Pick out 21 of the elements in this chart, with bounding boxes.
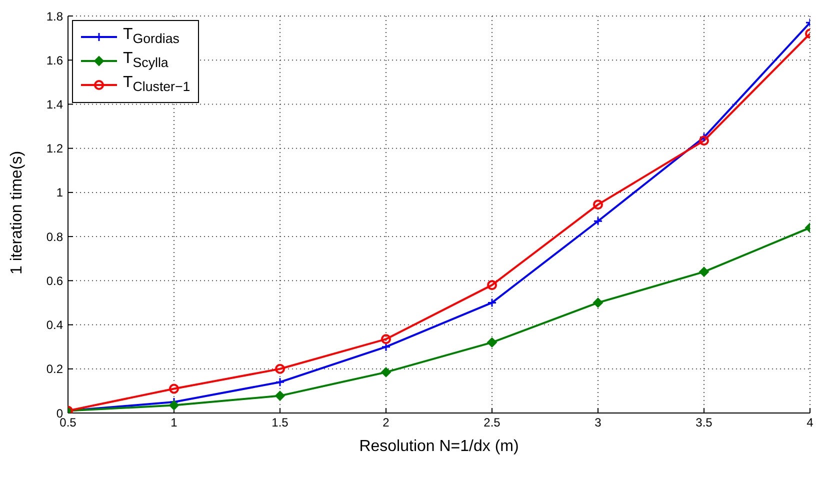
x-tick-label: 3.5 [696,416,713,430]
y-tick-label: 0.8 [46,230,64,244]
x-tick-label: 3 [594,416,602,430]
y-tick-label: 0.6 [46,274,64,288]
y-tick-label: 1.6 [46,53,64,68]
y-tick-label: 1 [56,186,64,200]
y-tick-label: 1.4 [46,97,64,112]
x-tick-label: 1 [170,416,178,430]
y-tick-label: 1.2 [46,142,64,156]
x-tick-label: 2.5 [484,416,501,430]
y-tick-label: 0.4 [46,318,64,332]
y-axis-title: 1 iteration time(s) [8,150,26,274]
y-tick-label: 1.8 [46,9,64,24]
x-tick-label: 1.5 [272,416,289,430]
legend-label: T$_{Cluster−1}$ [123,73,190,97]
x-axis-title: Resolution N=1/dx (m) [359,438,519,455]
y-tick-label: 0.2 [46,362,64,376]
x-tick-label: 2 [382,416,390,430]
legend-label: T$_{Scylla}$ [123,49,168,72]
legend-label: T$_{Gordias}$ [123,25,180,48]
x-tick-label: 4 [806,416,814,430]
